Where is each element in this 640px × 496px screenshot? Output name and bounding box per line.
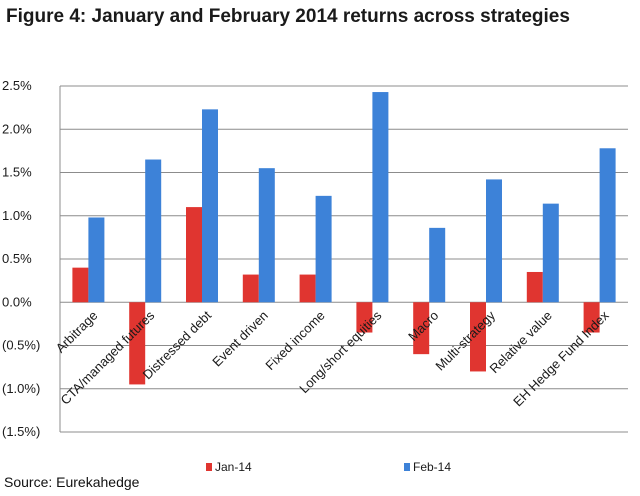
bar-jan: [186, 207, 202, 303]
y-tick-label: 2.0%: [2, 121, 32, 136]
bar-feb: [372, 92, 389, 303]
legend-swatch: [404, 463, 410, 471]
bar-feb: [145, 159, 162, 303]
bar-feb: [315, 195, 332, 303]
category-label: EH Hedge Fund Index: [510, 307, 612, 409]
bar-jan: [413, 302, 430, 355]
y-tick-label: 1.0%: [2, 208, 32, 223]
gridlines: [59, 85, 628, 433]
legend-swatch: [206, 463, 212, 471]
y-tick-label: (1.5%): [2, 424, 40, 439]
bar-feb: [486, 179, 502, 303]
bars: [72, 92, 616, 385]
bar-feb: [599, 148, 616, 303]
y-tick-label: (0.5%): [2, 338, 40, 353]
y-axis-ticks: 2.5% 2.0% 1.5% 1.0% 0.5% 0.0% (0.5%) (1.0%) (1.5…: [2, 78, 40, 439]
bar-jan: [526, 271, 543, 303]
bar-jan: [470, 302, 486, 372]
legend: Jan-14 Feb-14: [206, 460, 451, 474]
chart-title: Figure 4: January and February 2014 retu…: [6, 6, 570, 27]
bar-jan: [129, 302, 146, 385]
legend-label: Feb-14: [413, 460, 451, 474]
bar-feb: [258, 168, 275, 303]
y-tick-label: (1.0%): [2, 381, 40, 396]
source-note: Source: Eurekahedge: [4, 474, 140, 490]
category-label: Event driven: [209, 308, 271, 370]
bar-feb: [88, 217, 105, 303]
legend-label: Jan-14: [215, 460, 252, 474]
bar-jan: [72, 267, 89, 303]
bar-jan: [299, 274, 316, 303]
bar-feb: [542, 203, 559, 303]
bar-jan: [583, 302, 600, 333]
y-tick-label: 2.5%: [2, 78, 32, 93]
y-tick-label: 0.0%: [2, 294, 32, 309]
bar-feb: [202, 109, 218, 303]
bar-jan: [356, 302, 373, 333]
y-tick-label: 1.5%: [2, 165, 32, 180]
bar-feb: [429, 227, 446, 303]
bar-jan: [242, 274, 259, 303]
y-tick-label: 0.5%: [2, 251, 32, 266]
